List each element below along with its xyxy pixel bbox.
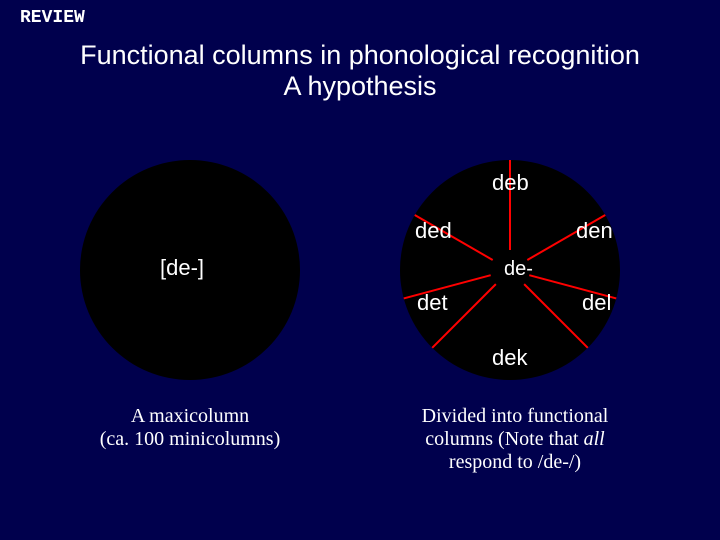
center-label-de: de- <box>504 258 533 281</box>
sector-label-den: den <box>576 218 613 244</box>
left-caption-line2: (ca. 100 minicolumns) <box>70 428 310 451</box>
right-caption-ital: all <box>584 428 605 450</box>
slide-stage: REVIEW Functional columns in phonologica… <box>0 0 720 540</box>
left-caption: A maxicolumn (ca. 100 minicolumns) <box>70 405 310 451</box>
right-caption: Divided into functional columns (Note th… <box>400 405 630 474</box>
right-caption-post: respond to /de-/) <box>449 451 581 473</box>
right-caption-pre: Divided into functional columns (Note th… <box>422 405 609 450</box>
sector-label-del: del <box>582 290 611 316</box>
sector-label-ded: ded <box>415 218 452 244</box>
sector-label-dek: dek <box>492 345 527 371</box>
left-caption-line1: A maxicolumn <box>70 405 310 428</box>
sector-label-det: det <box>417 290 448 316</box>
sector-line <box>524 284 588 348</box>
sector-label-deb: deb <box>492 170 529 196</box>
